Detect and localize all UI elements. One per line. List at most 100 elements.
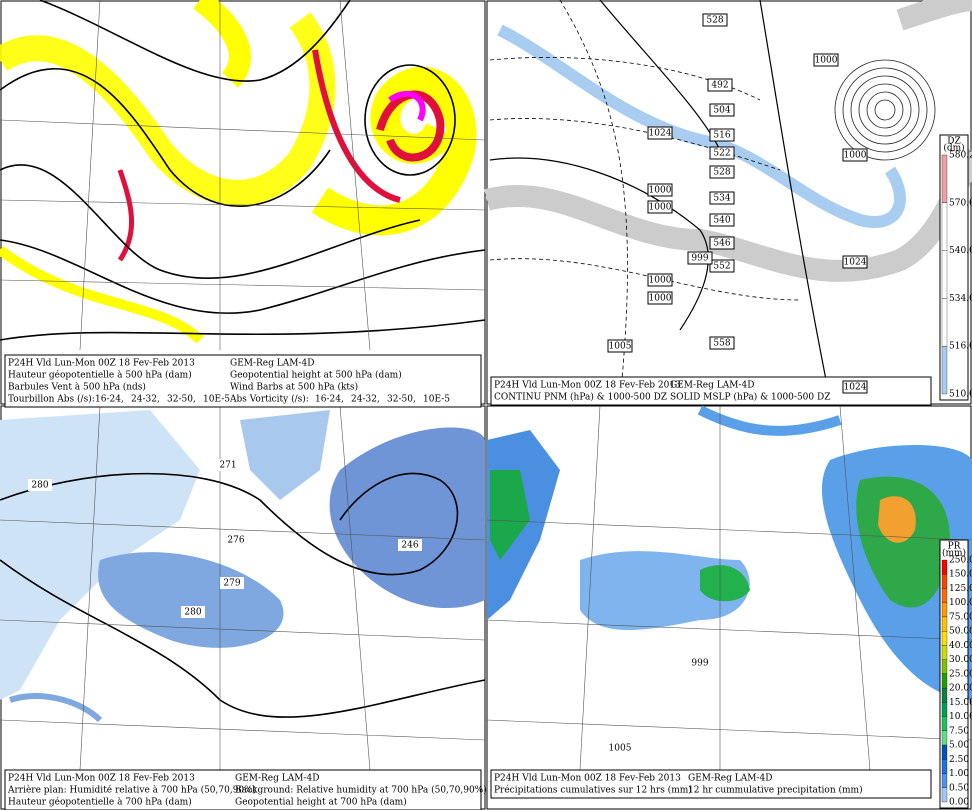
map-label: 558	[713, 339, 730, 349]
colorbar-label: 0.00	[949, 798, 969, 808]
legend-bin: 24-32,	[351, 395, 380, 405]
precip-area	[700, 565, 750, 602]
height-contour	[0, 239, 486, 314]
colorbar-label: 20.00	[949, 684, 972, 694]
map-label-box	[709, 336, 735, 350]
map-label-box	[647, 273, 673, 287]
thickness-band	[484, 145, 972, 282]
colorbar-swatch	[941, 787, 948, 803]
humidity-area	[98, 552, 284, 648]
humidity-area	[240, 410, 330, 500]
map-label: 1024	[844, 258, 867, 268]
legend-bin: 10E-5	[203, 395, 230, 405]
legend-text: Wind Barbs at 500 hPa (kts)	[230, 382, 358, 393]
legend-text: Précipitations cumulatives sur 12 hrs (m…	[494, 785, 692, 796]
map-label-box	[647, 126, 673, 140]
map-label-box	[647, 291, 673, 305]
colorbar-label: 50.00	[949, 627, 972, 637]
map-label: 280	[184, 608, 201, 618]
colorbar-title: DZ	[947, 137, 960, 147]
legend-bin: 16-24,	[95, 395, 124, 405]
colorbar-swatch	[941, 730, 948, 746]
map-label: 552	[713, 262, 730, 272]
map-label-box	[647, 200, 673, 214]
map-label-box	[224, 534, 248, 546]
height-contour	[0, 164, 421, 279]
colorbar-swatch	[941, 154, 948, 203]
map-label: 546	[713, 239, 730, 249]
legend-text: Hauteur géopotentielle à 500 hPa (dam)	[8, 370, 192, 381]
legend-box	[490, 769, 932, 799]
legend-bin: 32-50,	[387, 395, 416, 405]
colorbar-label: 0.50	[949, 783, 969, 793]
legend-bin: 24-32,	[131, 395, 160, 405]
legend-text: Barbules Vent à 500 hPa (nds)	[8, 382, 146, 393]
colorbar-label: 25.00	[949, 669, 972, 679]
map-label: 1000	[815, 56, 838, 66]
legend-text: Abs Vorticity (/s):	[229, 394, 309, 405]
map-grid	[486, 405, 972, 771]
panel-vorticity-map	[0, 0, 486, 405]
legend-text: Background: Relative humidity at 700 hPa…	[235, 785, 487, 796]
legend-text: GEM-Reg LAM-4D	[235, 774, 319, 784]
map-label: 1000	[649, 294, 672, 304]
map-label: 279	[223, 579, 240, 589]
colorbar-label: 7.50	[949, 726, 969, 736]
colorbar-label: 580.23	[949, 151, 972, 161]
legend-text: Geopotential height at 500 hPa (dam)	[230, 370, 402, 381]
colorbar-swatch	[941, 759, 948, 774]
panel-humidity-map	[0, 405, 486, 810]
colorbar-swatch	[941, 716, 948, 731]
height-contour	[0, 68, 331, 207]
colorbar-label: 516.00	[949, 342, 972, 352]
precip-area	[697, 405, 842, 436]
map-label: 1005	[609, 744, 632, 754]
map-label-box	[216, 459, 240, 471]
colorbar-swatch	[941, 702, 948, 717]
legend-text: P24H Vld Lun-Mon 00Z 18 Fev-Feb 2013	[494, 774, 681, 784]
legend-text: GEM-Reg LAM-4D	[670, 381, 754, 391]
colorbar-label: 75.00	[949, 612, 972, 622]
colorbar-swatch	[941, 346, 948, 395]
map-label-box	[28, 479, 52, 491]
map-label-box	[647, 183, 673, 197]
colorbar-swatch	[941, 602, 948, 618]
map-label-box	[608, 742, 632, 754]
map-label-box	[842, 255, 868, 269]
colorbar-label: 30.00	[949, 655, 972, 665]
vorticity-band	[311, 66, 477, 236]
map-label: 246	[401, 541, 418, 551]
map-label-box	[398, 539, 422, 551]
legend-text: Hauteur géopotentielle à 700 hPa (dam)	[8, 797, 192, 808]
map-label: 516	[713, 131, 730, 141]
legend-bin: 10E-5	[423, 395, 450, 405]
map-label: 540	[713, 216, 730, 226]
map-label: 534	[713, 194, 730, 204]
legend-text: Tourbillon Abs (/s):	[8, 394, 95, 405]
colorbar-label: 15.00	[949, 698, 972, 708]
colorbar-swatch	[941, 687, 948, 703]
map-label-box	[709, 146, 735, 160]
map-label-box	[813, 53, 839, 67]
map-label-box	[842, 148, 868, 162]
colorbar-label: 534.00	[949, 294, 972, 304]
thickness-band	[896, 0, 972, 31]
legend-bin: 32-50,	[167, 395, 196, 405]
colorbar-swatch	[941, 659, 948, 675]
map-label: 504	[713, 106, 730, 116]
map-label: 999	[691, 659, 708, 669]
vorticity-band	[0, 245, 204, 344]
map-grid	[0, 405, 486, 771]
map-label-box	[709, 103, 735, 117]
map-label-box	[709, 128, 735, 142]
legend-text: 12 hr cummulative precipitation (mm)	[688, 785, 863, 796]
map-label: 1005	[609, 342, 632, 352]
map-label-box	[709, 191, 735, 205]
map-label-box	[702, 13, 728, 27]
legend-box	[4, 354, 482, 408]
height-contour	[39, 0, 351, 82]
vorticity-band	[376, 90, 445, 162]
map-label-box	[220, 577, 244, 589]
